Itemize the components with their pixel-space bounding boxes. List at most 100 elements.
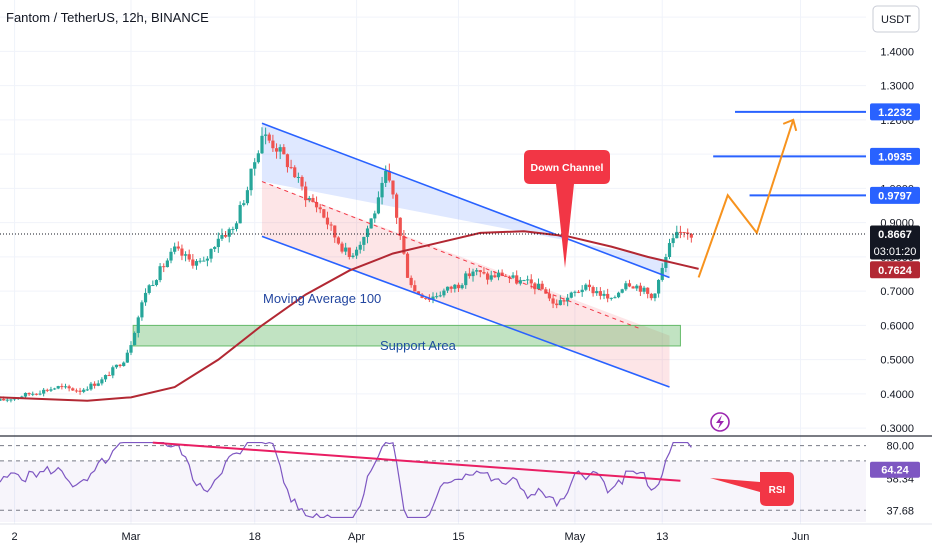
candle-body[interactable] [496,272,501,278]
candle-body[interactable] [256,153,260,163]
rsi-pane[interactable] [0,441,866,522]
candle-body[interactable] [329,224,333,226]
candle-body[interactable] [220,234,224,239]
candle-body[interactable] [173,246,177,252]
candle-body[interactable] [31,393,35,395]
candle-body[interactable] [264,134,268,136]
candle-body[interactable] [369,218,373,229]
candle-body[interactable] [609,297,613,299]
candle-body[interactable] [373,213,377,219]
candle-body[interactable] [442,290,446,296]
candle-body[interactable] [63,386,68,388]
candle-body[interactable] [125,352,129,363]
candle-body[interactable] [664,256,668,268]
candle-body[interactable] [464,273,468,286]
candle-body[interactable] [267,134,271,141]
candle-body[interactable] [325,217,330,225]
candle-body[interactable] [9,399,13,401]
candle-body[interactable] [529,279,533,284]
candle-body[interactable] [424,297,428,299]
candle-body[interactable] [620,289,624,293]
candle-body[interactable] [467,273,471,277]
candle-body[interactable] [42,389,46,394]
candle-body[interactable] [282,147,286,155]
candle-body[interactable] [111,367,115,376]
candle-body[interactable] [587,284,592,288]
candle-body[interactable] [526,279,530,281]
candle-body[interactable] [453,284,457,289]
candle-body[interactable] [351,255,355,257]
candle-body[interactable] [78,390,82,392]
candles-group[interactable] [0,127,693,403]
lightning-icon[interactable] [710,412,730,432]
candle-body[interactable] [274,148,279,152]
candle-body[interactable] [23,392,28,397]
candle-body[interactable] [347,247,351,257]
candle-body[interactable] [689,234,693,238]
candle-body[interactable] [598,291,602,296]
candle-body[interactable] [569,292,573,298]
candle-body[interactable] [278,147,282,152]
candle-body[interactable] [205,258,210,261]
candle-body[interactable] [627,283,632,287]
candle-body[interactable] [176,246,180,249]
price-axis[interactable] [867,0,932,436]
candle-body[interactable] [591,287,595,294]
candle-body[interactable] [416,291,421,295]
candle-body[interactable] [482,272,486,274]
candle-body[interactable] [547,293,552,299]
candle-body[interactable] [300,176,304,187]
candle-body[interactable] [642,287,646,292]
candle-body[interactable] [500,272,504,276]
candle-body[interactable] [522,280,526,282]
candle-body[interactable] [100,379,104,384]
candle-body[interactable] [533,283,537,290]
candle-body[interactable] [96,383,100,386]
candle-body[interactable] [395,194,399,218]
candle-body[interactable] [413,285,417,292]
candle-body[interactable] [202,260,206,262]
candle-body[interactable] [162,266,166,268]
candle-body[interactable] [511,275,515,278]
candle-body[interactable] [227,229,231,237]
candle-body[interactable] [624,283,628,290]
candle-body[interactable] [322,209,326,218]
candle-body[interactable] [551,298,555,304]
candle-body[interactable] [293,167,297,178]
candle-body[interactable] [187,254,191,260]
candle-body[interactable] [2,398,6,401]
currency-button[interactable]: USDT [872,5,920,33]
candle-body[interactable] [536,283,541,290]
candle-body[interactable] [234,223,239,229]
candle-body[interactable] [362,236,366,245]
candle-body[interactable] [89,383,93,390]
candle-body[interactable] [183,254,188,256]
candle-body[interactable] [489,275,493,280]
candle-body[interactable] [154,280,159,286]
candle-body[interactable] [344,247,348,252]
candle-body[interactable] [136,317,140,333]
candle-body[interactable] [471,271,475,277]
candle-body[interactable] [74,390,79,392]
candle-body[interactable] [103,375,108,380]
candle-body[interactable] [93,383,97,386]
candle-body[interactable] [493,275,497,278]
candle-body[interactable] [194,261,199,266]
candle-body[interactable] [678,231,683,233]
candle-body[interactable] [584,284,588,290]
candle-body[interactable] [580,289,584,293]
candle-body[interactable] [0,398,2,401]
candle-body[interactable] [380,182,384,198]
candle-body[interactable] [143,292,148,303]
candle-body[interactable] [242,203,246,206]
candle-body[interactable] [314,202,319,208]
candle-body[interactable] [333,225,337,238]
candle-body[interactable] [354,249,359,256]
candle-body[interactable] [209,248,213,259]
candle-body[interactable] [555,303,559,306]
candle-body[interactable] [223,234,228,237]
candle-body[interactable] [285,154,290,168]
candle-body[interactable] [52,388,57,390]
candle-body[interactable] [107,375,111,377]
candle-body[interactable] [114,364,119,368]
